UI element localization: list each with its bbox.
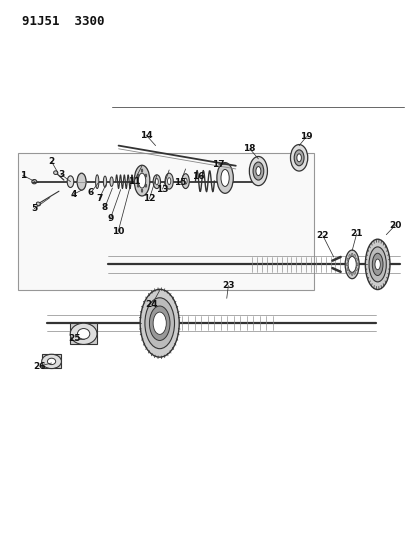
Ellipse shape: [371, 253, 382, 276]
Ellipse shape: [145, 174, 147, 177]
Text: 24: 24: [145, 300, 158, 309]
Ellipse shape: [368, 247, 385, 282]
Text: 8: 8: [102, 203, 108, 212]
Text: 14: 14: [140, 131, 152, 140]
Text: 13: 13: [156, 184, 169, 193]
Ellipse shape: [252, 162, 263, 180]
Ellipse shape: [141, 169, 142, 172]
Ellipse shape: [353, 255, 355, 257]
Text: 19: 19: [299, 132, 312, 141]
Ellipse shape: [103, 176, 107, 187]
Text: 21: 21: [349, 229, 362, 238]
Ellipse shape: [348, 271, 350, 274]
Text: 3: 3: [58, 169, 64, 179]
Text: 11: 11: [127, 177, 140, 186]
Ellipse shape: [347, 256, 356, 272]
Bar: [70, 323, 97, 344]
Ellipse shape: [155, 179, 158, 185]
Ellipse shape: [137, 184, 139, 187]
Ellipse shape: [145, 298, 174, 349]
Text: 23: 23: [222, 281, 234, 290]
Ellipse shape: [364, 239, 389, 289]
Text: 1: 1: [19, 171, 26, 180]
Ellipse shape: [181, 174, 189, 189]
Ellipse shape: [140, 289, 179, 357]
Ellipse shape: [294, 150, 303, 166]
Ellipse shape: [134, 165, 150, 196]
Ellipse shape: [67, 176, 74, 188]
Text: 20: 20: [388, 221, 401, 230]
Ellipse shape: [165, 173, 173, 189]
Ellipse shape: [255, 166, 260, 175]
Ellipse shape: [346, 268, 348, 271]
Text: 10: 10: [112, 227, 124, 236]
Ellipse shape: [149, 306, 170, 341]
Ellipse shape: [351, 272, 352, 276]
Ellipse shape: [355, 268, 356, 271]
Ellipse shape: [184, 178, 187, 184]
Ellipse shape: [42, 354, 61, 368]
Ellipse shape: [249, 157, 267, 185]
Ellipse shape: [344, 250, 358, 279]
Ellipse shape: [346, 258, 348, 261]
Ellipse shape: [296, 154, 301, 162]
Ellipse shape: [36, 202, 40, 206]
Ellipse shape: [145, 184, 147, 187]
Ellipse shape: [54, 171, 57, 174]
Text: 12: 12: [143, 194, 155, 203]
Ellipse shape: [77, 173, 86, 190]
Ellipse shape: [290, 144, 307, 171]
Text: 91J51  3300: 91J51 3300: [22, 14, 104, 28]
Ellipse shape: [110, 177, 113, 187]
Polygon shape: [18, 152, 313, 290]
Ellipse shape: [95, 175, 99, 189]
Ellipse shape: [351, 253, 352, 256]
Ellipse shape: [153, 175, 160, 189]
Text: 4: 4: [70, 190, 76, 199]
Text: 9: 9: [107, 214, 113, 223]
Text: 6: 6: [88, 188, 94, 197]
Ellipse shape: [374, 259, 380, 270]
Ellipse shape: [141, 189, 142, 192]
Ellipse shape: [153, 312, 166, 334]
Ellipse shape: [348, 255, 350, 257]
Ellipse shape: [47, 358, 55, 365]
Text: 16: 16: [192, 172, 204, 181]
Ellipse shape: [355, 258, 356, 261]
Ellipse shape: [137, 174, 139, 177]
Text: 18: 18: [243, 144, 255, 154]
Text: 2: 2: [48, 157, 55, 166]
Text: 5: 5: [31, 204, 37, 213]
Bar: [42, 354, 61, 368]
Text: 17: 17: [212, 160, 224, 169]
Text: 26: 26: [33, 362, 45, 370]
Ellipse shape: [221, 169, 229, 187]
Text: 25: 25: [68, 334, 81, 343]
Ellipse shape: [138, 173, 145, 188]
Ellipse shape: [356, 263, 357, 266]
Ellipse shape: [77, 328, 90, 339]
Text: 22: 22: [316, 231, 328, 240]
Ellipse shape: [346, 263, 347, 266]
Ellipse shape: [353, 271, 355, 274]
Ellipse shape: [32, 180, 37, 184]
Text: 7: 7: [96, 194, 102, 203]
Ellipse shape: [216, 163, 233, 193]
Ellipse shape: [70, 323, 97, 344]
Text: 15: 15: [173, 178, 186, 187]
Ellipse shape: [167, 177, 171, 184]
